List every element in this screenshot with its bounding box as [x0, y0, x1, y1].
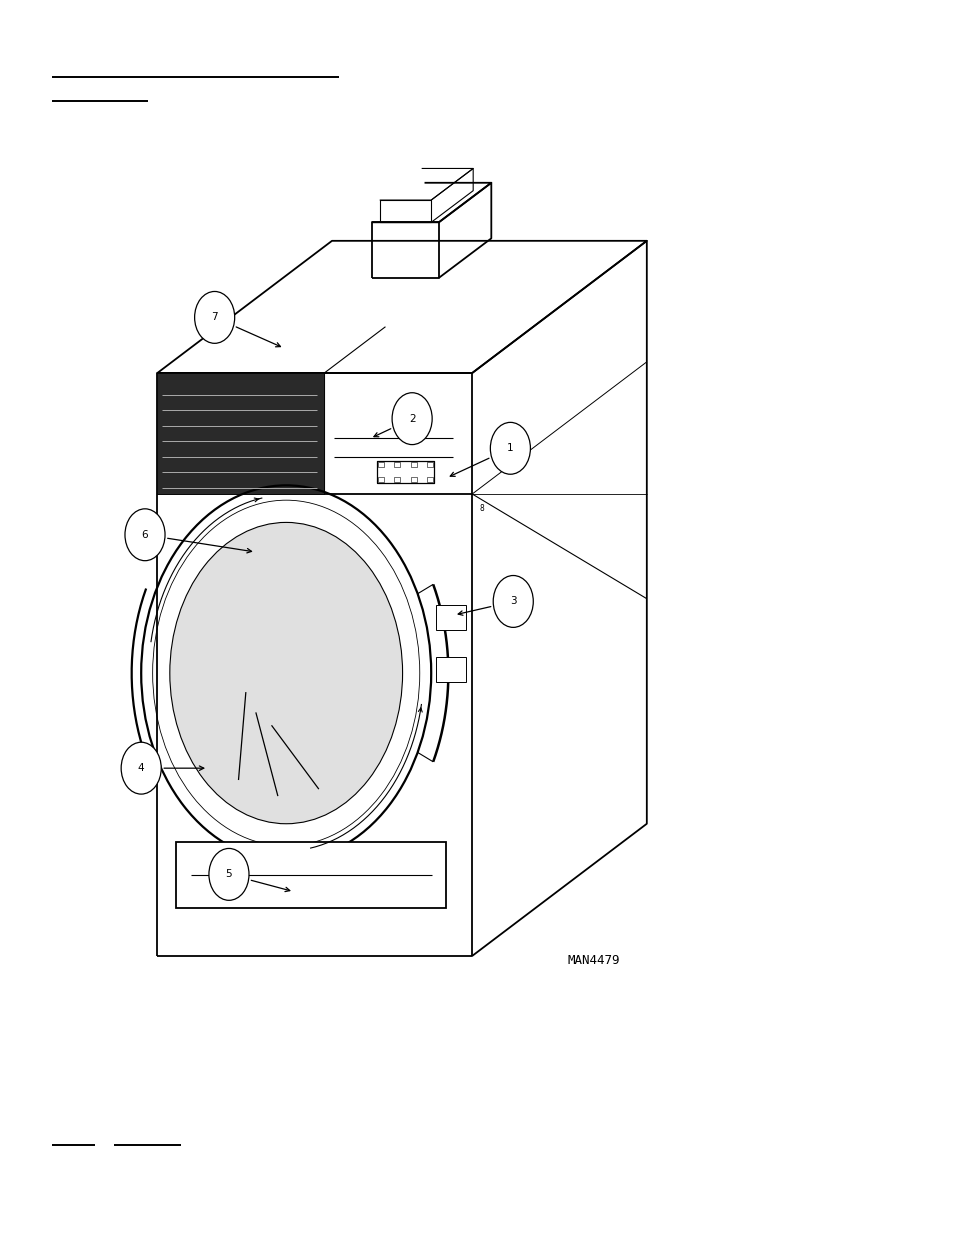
Text: 3: 3: [510, 597, 516, 606]
Bar: [157, 373, 324, 494]
Bar: [377, 462, 383, 467]
Text: 6: 6: [142, 530, 148, 540]
Circle shape: [125, 509, 165, 561]
Bar: [436, 605, 465, 630]
Bar: [411, 477, 416, 482]
Circle shape: [490, 422, 530, 474]
Text: 4: 4: [138, 763, 144, 773]
Circle shape: [209, 848, 249, 900]
Bar: [427, 477, 433, 482]
Bar: [394, 477, 399, 482]
Text: MAN4479: MAN4479: [567, 955, 619, 967]
Circle shape: [493, 576, 533, 627]
Circle shape: [121, 742, 161, 794]
Bar: [377, 477, 383, 482]
Text: 1: 1: [507, 443, 513, 453]
Circle shape: [392, 393, 432, 445]
Text: 5: 5: [226, 869, 232, 879]
Text: 7: 7: [212, 312, 217, 322]
Bar: [436, 657, 465, 682]
Text: 2: 2: [409, 414, 415, 424]
Circle shape: [170, 522, 402, 824]
Bar: [411, 462, 416, 467]
Bar: [176, 842, 446, 908]
Bar: [427, 462, 433, 467]
Text: 8: 8: [479, 504, 484, 513]
Circle shape: [194, 291, 234, 343]
Bar: [394, 462, 399, 467]
